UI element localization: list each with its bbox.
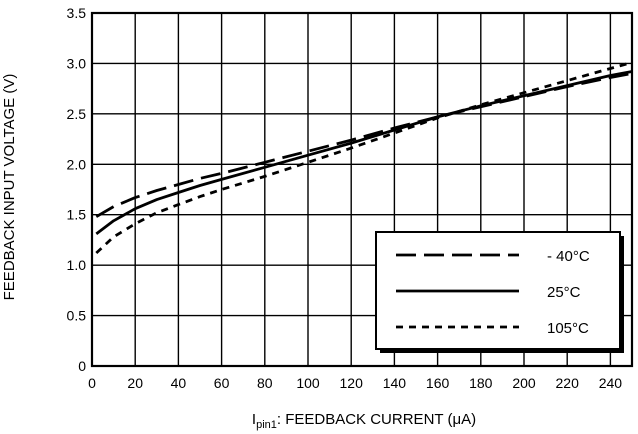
series-lines xyxy=(95,61,633,255)
plot-frame xyxy=(90,11,634,368)
x-tick-label: 220 xyxy=(556,375,580,391)
x-tick-labels: 0 20 40 60 80 100 120 140 160 180 200 220 240 xyxy=(88,375,622,391)
legend-label: 25°C xyxy=(547,284,581,301)
legend: - 40°C 25°C 105°C xyxy=(375,231,624,353)
x-axis-label-subscript: pin1 xyxy=(256,419,277,431)
y-tick-label: 3.0 xyxy=(67,55,87,71)
x-axis-label: Ipin1: FEEDBACK CURRENT (μA) xyxy=(252,411,476,431)
x-tick-label: 200 xyxy=(512,375,536,391)
series-line xyxy=(95,70,633,236)
y-tick-label: 1.5 xyxy=(67,207,87,223)
y-tick-label: 1.0 xyxy=(67,257,87,273)
y-tick-label: 3.5 xyxy=(67,5,87,21)
y-tick-label: 2.0 xyxy=(67,156,87,172)
x-tick-label: 80 xyxy=(257,375,273,391)
x-tick-label: 0 xyxy=(88,375,96,391)
y-tick-label: 0.5 xyxy=(67,308,87,324)
y-tick-label: 2.5 xyxy=(67,106,87,122)
series-line xyxy=(95,61,633,255)
x-tick-label: 60 xyxy=(214,375,230,391)
x-tick-label: 180 xyxy=(469,375,493,391)
series-line xyxy=(95,72,633,218)
x-tick-label: 20 xyxy=(127,375,143,391)
y-axis-label: FEEDBACK INPUT VOLTAGE (V) xyxy=(1,74,18,301)
x-axis-label-rest: : FEEDBACK CURRENT (μA) xyxy=(277,411,476,428)
x-tick-label: 100 xyxy=(296,375,320,391)
x-tick-label: 160 xyxy=(426,375,450,391)
x-tick-label: 40 xyxy=(171,375,187,391)
x-tick-label: 240 xyxy=(599,375,623,391)
x-tick-label: 140 xyxy=(383,375,407,391)
legend-label: 105°C xyxy=(547,320,589,337)
y-tick-label: 0 xyxy=(78,358,86,374)
x-tick-label: 120 xyxy=(340,375,364,391)
legend-label: - 40°C xyxy=(547,248,590,265)
x-axis-label-main: I xyxy=(252,411,256,428)
y-tick-labels: 0 0.5 1.0 1.5 2.0 2.5 3.0 3.5 xyxy=(67,5,87,374)
